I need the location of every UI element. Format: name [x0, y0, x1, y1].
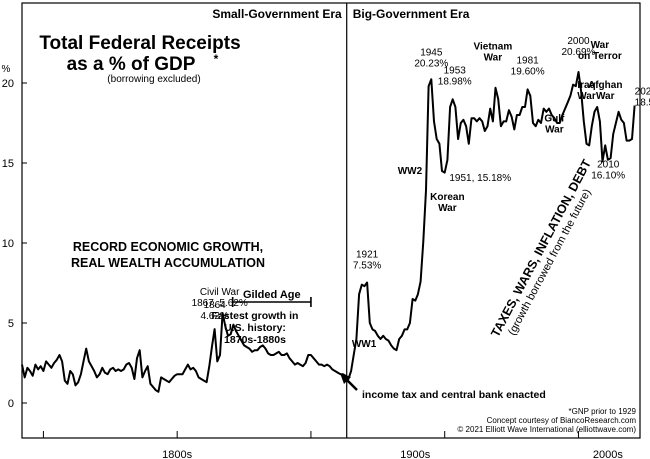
borrowed-future-text: (growth borrowed from the future)	[506, 187, 594, 337]
series-line	[21, 71, 636, 393]
era-label-right: Big-Government Era	[353, 7, 470, 21]
annotation-label: 4.62%	[200, 311, 228, 322]
annotation-label: War	[484, 52, 503, 63]
annotation-label: 18.59%	[635, 98, 650, 109]
annotation-label: Iraq	[577, 80, 595, 91]
plot-frame	[21, 2, 641, 439]
annotation-label: 18.98%	[438, 76, 472, 87]
chart-title-line2: as a % of GDP	[67, 54, 196, 75]
y-tick-label: 0	[8, 398, 14, 410]
x-tick-label: 1800s	[162, 449, 192, 459]
chart-title: Total Federal Receipts	[39, 33, 240, 54]
annotation-label: 1953	[444, 65, 467, 76]
annotation-label: 20.69%	[562, 47, 596, 58]
income-tax-arrow	[345, 378, 358, 391]
annotation-label: 1945	[420, 47, 443, 58]
annotation-label: War	[545, 124, 564, 135]
annotation-label: 1864	[203, 300, 226, 311]
title-asterisk: *	[214, 52, 219, 66]
footnote: © 2021 Elliott Wave International (ellio…	[457, 425, 636, 434]
annotation-label: 2000	[567, 36, 590, 47]
annotation-label: 1951, 15.18%	[449, 173, 511, 184]
x-tick-label: 2000s	[593, 449, 623, 459]
y-axis-label: %	[2, 64, 11, 75]
annotation-label: WW1	[352, 339, 377, 350]
record-growth-text: RECORD ECONOMIC GROWTH,	[73, 240, 263, 254]
annotation-label: Civil War	[200, 287, 240, 298]
annotation-label: 1867, 5.62%	[192, 298, 248, 309]
annotation-label: WW2	[398, 166, 423, 177]
era-label-left: Small-Government Era	[212, 7, 342, 21]
footnote: Concept courtesy of BiancoResearch.com	[487, 416, 637, 425]
y-tick-label: 15	[2, 158, 14, 170]
annotation-label: Gulf	[544, 113, 565, 124]
fastest-growth-text: U.S. history:	[224, 322, 286, 334]
annotation-label: 20.23%	[414, 58, 448, 69]
annotation-label: Afghan	[588, 80, 622, 91]
chart-subtitle: (borrowing excluded)	[107, 74, 200, 85]
annotation-label: on Terror	[578, 51, 622, 62]
annotation-label: 16.10%	[591, 170, 625, 181]
gilded-age-label: Gilded Age	[243, 289, 301, 301]
income-tax-text: income tax and central bank enacted	[362, 389, 546, 401]
annotation-label: 1921	[356, 250, 379, 261]
annotation-label: 2021	[635, 87, 650, 98]
footnote: *GNP prior to 1929	[569, 407, 637, 416]
annotation-label: 2010	[597, 159, 620, 170]
annotation-label: War	[577, 91, 596, 102]
y-tick-label: 10	[2, 238, 14, 250]
fastest-growth-text: 1870s-1880s	[224, 334, 286, 346]
fastest-growth-text: Fastest growth in	[212, 310, 299, 322]
annotation-label: War	[438, 203, 457, 214]
y-tick-label: 5	[8, 318, 14, 330]
annotation-label: 7.53%	[353, 261, 381, 272]
annotation-label: 1981	[517, 55, 540, 66]
annotation-label: Vietnam	[473, 41, 512, 52]
annotation-label: War	[596, 91, 615, 102]
income-tax-arrowhead	[340, 373, 351, 384]
annotation-label: 19.60%	[511, 66, 545, 77]
annotation-label: War	[591, 40, 610, 51]
annotation-label: Korean	[430, 192, 464, 203]
x-tick-label: 1900s	[400, 449, 430, 459]
taxes-wars-text: TAXES, WARS, INFLATION, DEBT	[488, 157, 594, 339]
y-tick-label: 20	[2, 78, 14, 90]
record-growth-text: REAL WEALTH ACCUMULATION	[71, 256, 265, 270]
